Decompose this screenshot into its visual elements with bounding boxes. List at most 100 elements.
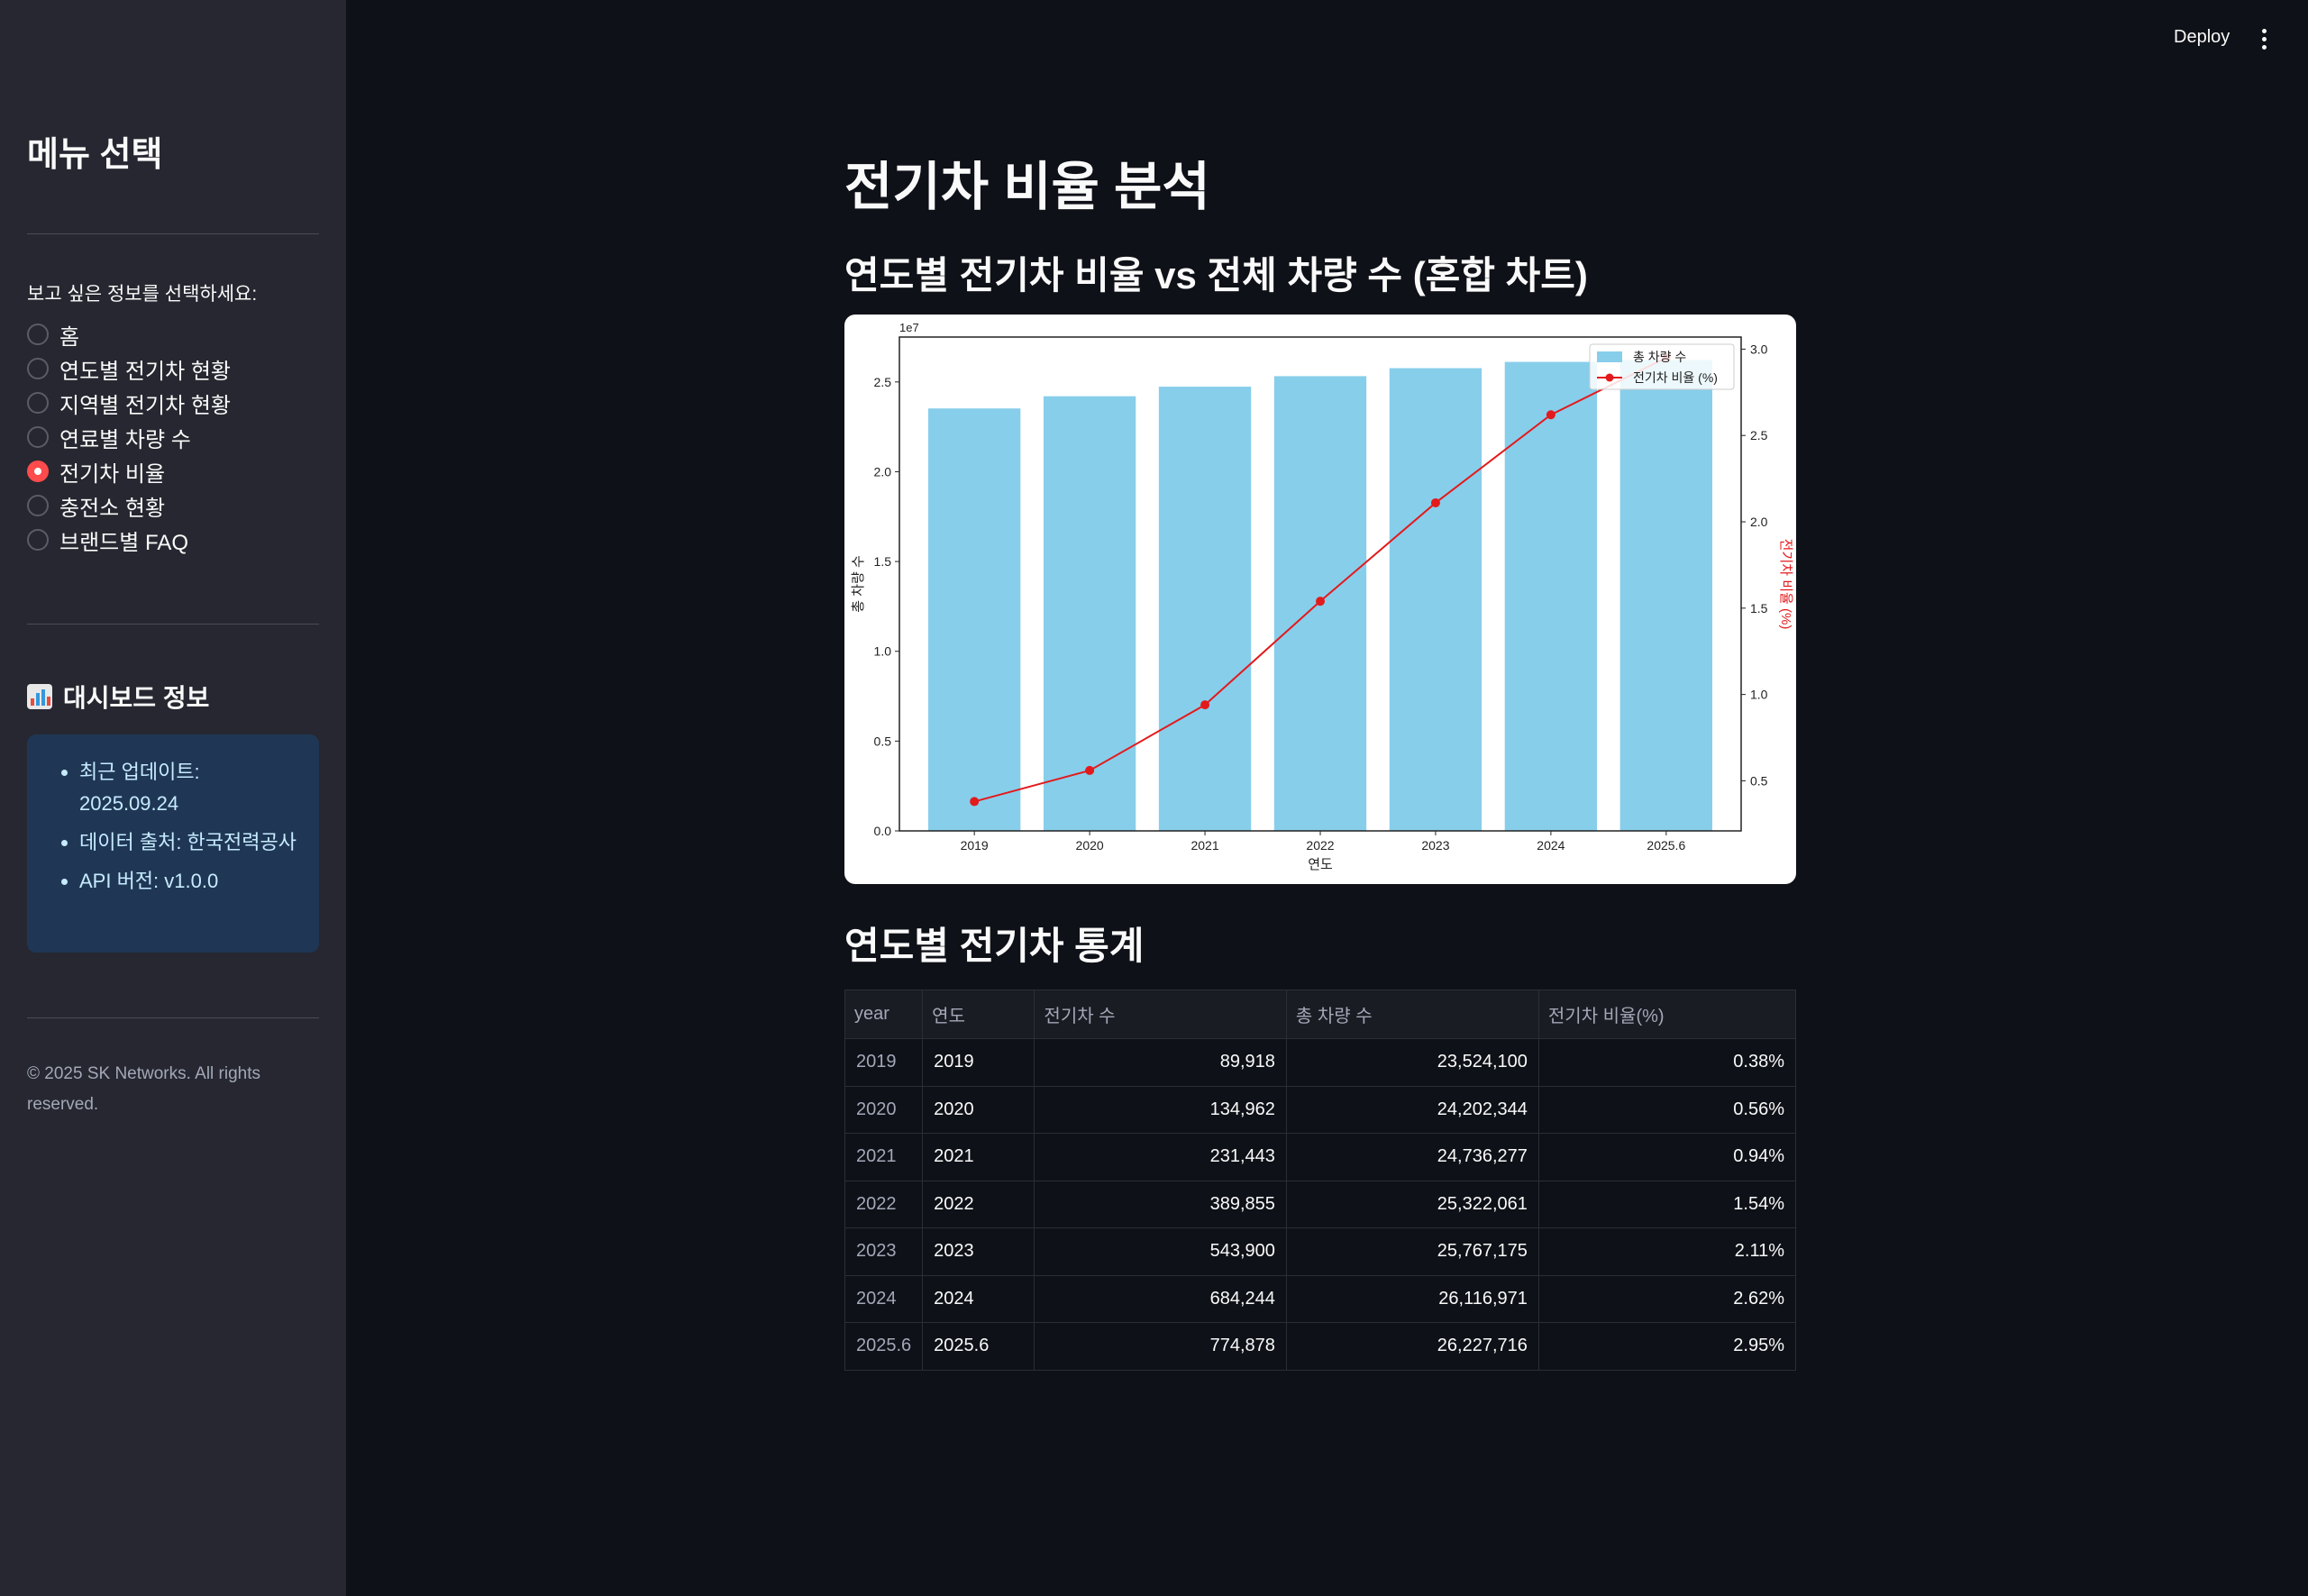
chart-bar [1389, 368, 1482, 831]
cell-total-vehicles[interactable]: 25,322,061 [1285, 1180, 1539, 1228]
legend-box [1589, 343, 1735, 390]
cell-ev-count[interactable]: 774,878 [1034, 1322, 1287, 1371]
cell-total-vehicles[interactable]: 26,227,716 [1285, 1322, 1539, 1371]
table-row: 2025.6 2025.6 774,878 26,227,716 2.95% [844, 1322, 1797, 1371]
y-axis-label: 총 차량 수 [851, 555, 866, 613]
cell-ev-ratio[interactable]: 2.11% [1537, 1227, 1797, 1276]
x-tick-label: 2019 [961, 838, 989, 853]
cell-ev-ratio[interactable]: 0.94% [1537, 1133, 1797, 1181]
table-section-title: 연도별 전기차 통계 [844, 925, 1145, 967]
radio-option-home[interactable]: 홈 [27, 317, 231, 351]
cell-year[interactable]: 2021 [922, 1133, 1035, 1181]
row-index[interactable]: 2019 [844, 1038, 924, 1087]
row-index[interactable]: 2020 [844, 1085, 924, 1134]
radio-option-label: 충전소 현황 [59, 496, 166, 521]
x-tick-label: 2021 [1190, 838, 1218, 853]
y-right-tick-label: 0.5 [1750, 773, 1768, 788]
mixed-chart: 0.0 0.5 1.0 1.5 2.0 2.5 1e7 0.5 1.0 1.5 2.0 2.5 3.0 2… [851, 321, 1793, 872]
chart-bar [1158, 387, 1252, 831]
sidebar: 메뉴 선택 보고 싶은 정보를 선택하세요: 홈 연도별 전기차 현황 지역별 … [0, 0, 346, 1596]
info-source: 데이터 출처: 한국전력공사 [79, 826, 301, 858]
cell-year[interactable]: 2024 [922, 1274, 1035, 1323]
cell-ev-ratio[interactable]: 2.95% [1537, 1322, 1797, 1371]
cell-year[interactable]: 2019 [922, 1038, 1035, 1087]
y-tick-label: 1.0 [874, 644, 892, 659]
radio-option-fuel-type[interactable]: 연료별 차량 수 [27, 420, 231, 454]
copyright-note: © 2025 SK Networks. All rights reserved. [27, 1064, 260, 1114]
cell-ev-count[interactable]: 231,443 [1034, 1133, 1287, 1181]
legend-swatch-marker [1605, 373, 1614, 382]
radio-circle[interactable] [27, 426, 49, 448]
cell-year[interactable]: 2025.6 [922, 1322, 1035, 1371]
cell-ev-count[interactable]: 389,855 [1034, 1180, 1287, 1228]
radio-option-regional-ev[interactable]: 지역별 전기차 현황 [27, 386, 231, 420]
menu-radio-group: 홈 연도별 전기차 현황 지역별 전기차 현황 연료별 차량 수 전기차 비율 … [27, 317, 231, 557]
y-right-tick-label: 2.0 [1750, 515, 1768, 529]
col-header-ev-count[interactable]: 전기차 수 [1034, 990, 1287, 1039]
row-index[interactable]: 2021 [844, 1133, 924, 1181]
y-tick-label: 1.5 [874, 554, 892, 569]
radio-circle[interactable] [27, 392, 49, 414]
radio-circle[interactable] [27, 324, 49, 345]
cell-ev-ratio[interactable]: 1.54% [1537, 1180, 1797, 1228]
radio-option-label: 브랜드별 FAQ [59, 530, 188, 555]
table-row: 2022 2022 389,855 25,322,061 1.54% [844, 1180, 1797, 1228]
row-index[interactable]: 2025.6 [844, 1322, 924, 1371]
radio-option-ev-ratio[interactable]: 전기차 비율 [27, 454, 231, 488]
row-index[interactable]: 2024 [844, 1274, 924, 1323]
cell-ev-count[interactable]: 134,962 [1034, 1085, 1287, 1134]
cell-year[interactable]: 2023 [922, 1227, 1035, 1276]
col-header-year-ko[interactable]: 연도 [922, 990, 1035, 1039]
bar-chart-icon [27, 684, 52, 709]
chart-section-title: 연도별 전기차 비율 vs 전체 차량 수 (혼합 차트) [844, 254, 1588, 296]
cell-ev-count[interactable]: 89,918 [1034, 1038, 1287, 1087]
table-row: 2020 2020 134,962 24,202,344 0.56% [844, 1085, 1797, 1134]
cell-total-vehicles[interactable]: 26,116,971 [1285, 1274, 1539, 1323]
legend-label-line: 전기차 비율 (%) [1633, 370, 1718, 385]
cell-ev-count[interactable]: 543,900 [1034, 1227, 1287, 1276]
radio-circle[interactable] [27, 529, 49, 551]
radio-option-yearly-ev[interactable]: 연도별 전기차 현황 [27, 351, 231, 386]
cell-year[interactable]: 2022 [922, 1180, 1035, 1228]
sidebar-divider [27, 1017, 319, 1018]
table-row: 2023 2023 543,900 25,767,175 2.11% [844, 1227, 1797, 1276]
radio-circle[interactable] [27, 358, 49, 379]
x-tick-label: 2022 [1306, 838, 1334, 853]
cell-total-vehicles[interactable]: 24,202,344 [1285, 1085, 1539, 1134]
chart-bar [1619, 360, 1713, 831]
more-vertical-icon[interactable] [2262, 29, 2267, 50]
radio-option-charging-stations[interactable]: 충전소 현황 [27, 488, 231, 523]
x-tick-label: 2024 [1537, 838, 1565, 853]
radio-circle-selected[interactable] [27, 461, 49, 482]
ratio-point [1200, 700, 1210, 710]
ratio-point [1316, 597, 1325, 606]
cell-total-vehicles[interactable]: 23,524,100 [1285, 1038, 1539, 1087]
cell-ev-count[interactable]: 684,244 [1034, 1274, 1287, 1323]
x-tick-label: 2020 [1076, 838, 1104, 853]
ratio-point [1085, 765, 1095, 775]
row-index[interactable]: 2022 [844, 1180, 924, 1228]
radio-option-label: 연도별 전기차 현황 [59, 359, 231, 384]
y-right-axis-label: 전기차 비율 (%) [1778, 539, 1793, 630]
cell-ev-ratio[interactable]: 0.56% [1537, 1085, 1797, 1134]
row-index[interactable]: 2023 [844, 1227, 924, 1276]
cell-year[interactable]: 2020 [922, 1085, 1035, 1134]
col-header-year[interactable]: year [844, 990, 924, 1039]
page-title: 전기차 비율 분석 [844, 158, 1210, 216]
y-tick-label: 0.0 [874, 824, 892, 838]
deploy-button[interactable]: Deploy [2174, 27, 2230, 47]
col-header-ev-ratio[interactable]: 전기차 비율(%) [1537, 990, 1797, 1039]
cell-total-vehicles[interactable]: 25,767,175 [1285, 1227, 1539, 1276]
chart-bar [1504, 361, 1598, 831]
legend-swatch-bar [1597, 351, 1622, 362]
col-header-total-vehicles[interactable]: 총 차량 수 [1285, 990, 1539, 1039]
y-right-tick-label: 3.0 [1750, 342, 1768, 356]
cell-ev-ratio[interactable]: 0.38% [1537, 1038, 1797, 1087]
radio-circle[interactable] [27, 495, 49, 516]
cell-ev-ratio[interactable]: 2.62% [1537, 1274, 1797, 1323]
radio-option-brand-faq[interactable]: 브랜드별 FAQ [27, 523, 231, 557]
x-axis-label: 연도 [1308, 857, 1333, 872]
y-tick-label: 0.5 [874, 734, 892, 748]
cell-total-vehicles[interactable]: 24,736,277 [1285, 1133, 1539, 1181]
radio-option-label: 홈 [59, 324, 80, 350]
